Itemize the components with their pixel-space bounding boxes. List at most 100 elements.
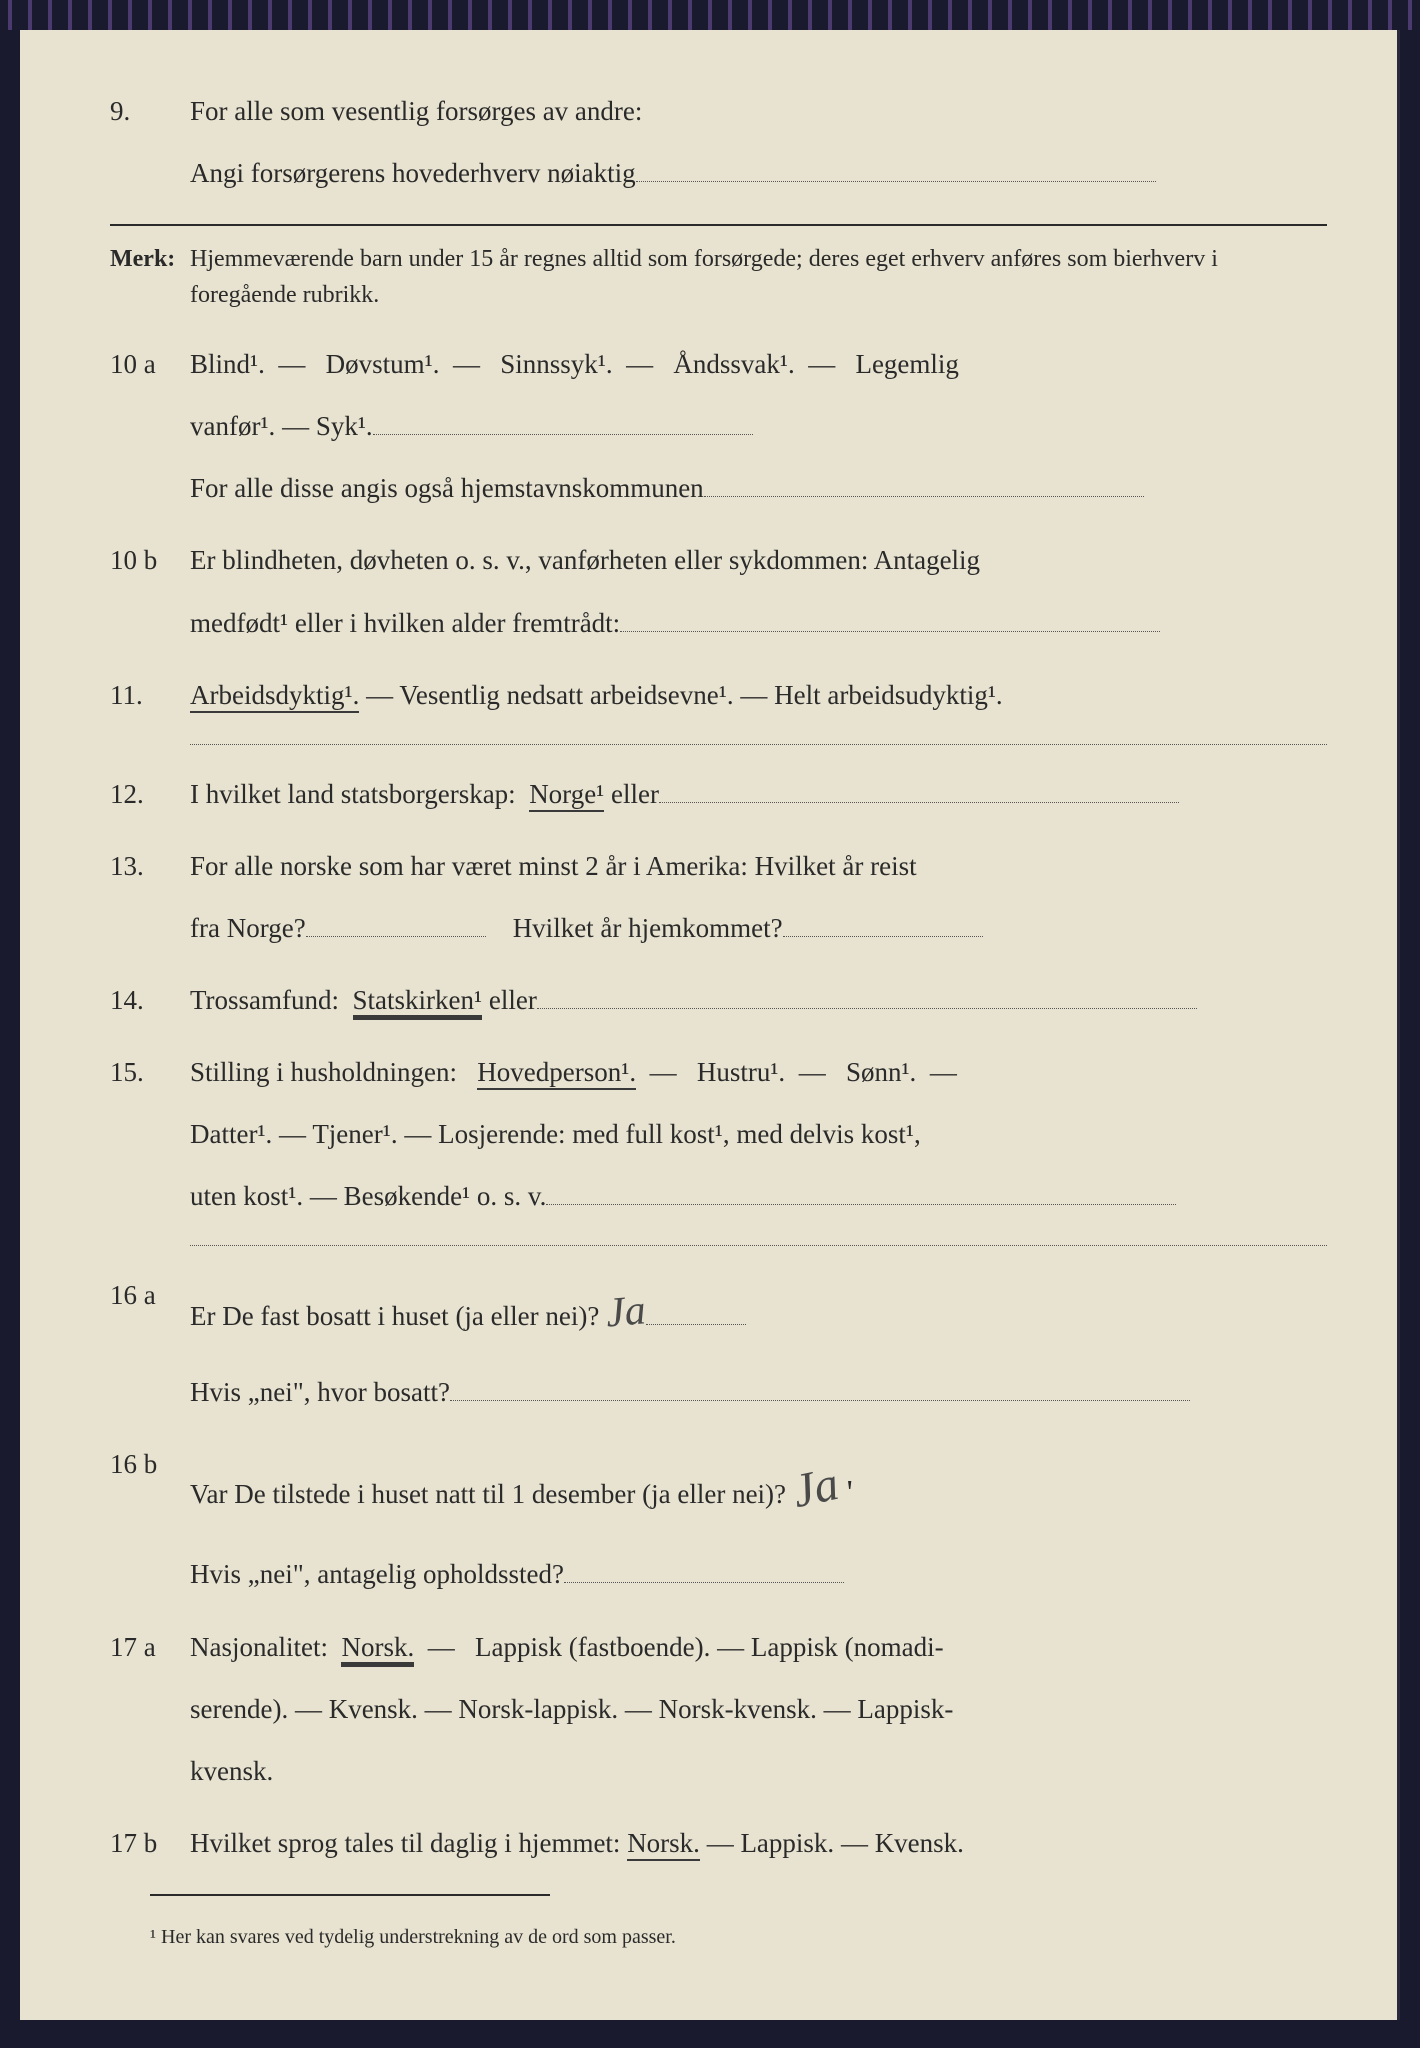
- q10a-opt: Sinnssyk¹.: [500, 349, 612, 379]
- document-page: 9. For alle som vesentlig forsørges av a…: [20, 20, 1400, 2020]
- q13-line1: For alle norske som har været minst 2 år…: [190, 851, 917, 881]
- q16b-number: 16 b: [110, 1433, 190, 1605]
- q17b-answer: Norsk.: [627, 1828, 700, 1861]
- note-merk: Merk: Hjemmeværende barn under 15 år reg…: [110, 241, 1327, 313]
- q12-after: eller: [611, 779, 659, 809]
- question-14: 14. Trossamfund: Statskirken¹ eller: [110, 969, 1327, 1031]
- q15-opt: Sønn¹.: [846, 1057, 916, 1087]
- merk-label: Merk:: [110, 241, 190, 313]
- question-13: 13. For alle norske som har været minst …: [110, 835, 1327, 959]
- q17a-number: 17 a: [110, 1616, 190, 1802]
- q14-answer: Statskirken¹: [353, 985, 483, 1018]
- q10b-line2: medfødt¹ eller i hvilken alder fremtrådt…: [190, 608, 620, 638]
- q13-number: 13.: [110, 835, 190, 959]
- q10a-line2b: Syk¹.: [316, 411, 373, 441]
- q16a-line2: Hvis „nei", hvor bosatt?: [190, 1377, 450, 1407]
- q10a-opt: Legemlig: [855, 349, 958, 379]
- fill-line: [564, 1582, 844, 1583]
- q17a-text: Nasjonalitet:: [190, 1632, 328, 1662]
- fill-line: [659, 802, 1179, 803]
- q10a-content: Blind¹. — Døvstum¹. — Sinnssyk¹. — Åndss…: [190, 333, 1327, 519]
- question-12: 12. I hvilket land statsborgerskap: Norg…: [110, 763, 1327, 825]
- q12-content: I hvilket land statsborgerskap: Norge¹ e…: [190, 763, 1327, 825]
- q16a-content: Er De fast bosatt i huset (ja eller nei)…: [190, 1264, 1327, 1423]
- q10a-line3: For alle disse angis også hjemstavnskomm…: [190, 473, 704, 503]
- q11-answer: Arbeidsdyktig¹.: [190, 680, 359, 713]
- q11-opt3: Helt arbeidsudyktig¹.: [774, 680, 1003, 710]
- footnote-divider: [150, 1894, 550, 1896]
- q14-text: Trossamfund:: [190, 985, 339, 1015]
- fill-line: [620, 631, 1160, 632]
- fill-line: [636, 181, 1156, 182]
- q14-after: eller: [489, 985, 537, 1015]
- q17a-line3: kvensk.: [190, 1756, 273, 1786]
- q15-answer: Hovedperson¹.: [477, 1057, 636, 1090]
- q17b-content: Hvilket sprog tales til daglig i hjemmet…: [190, 1812, 1327, 1874]
- q15-line3: uten kost¹. — Besøkende¹ o. s. v.: [190, 1181, 546, 1211]
- q13-content: For alle norske som har været minst 2 år…: [190, 835, 1327, 959]
- q16a-number: 16 a: [110, 1264, 190, 1423]
- q15-content: Stilling i husholdningen: Hovedperson¹. …: [190, 1041, 1327, 1227]
- q11-number: 11.: [110, 664, 190, 726]
- q10a-opt: Blind¹.: [190, 349, 265, 379]
- merk-text: Hjemmeværende barn under 15 år regnes al…: [190, 241, 1327, 313]
- q12-answer: Norge¹: [529, 779, 604, 812]
- fill-line: [306, 936, 486, 937]
- question-17b: 17 b Hvilket sprog tales til daglig i hj…: [110, 1812, 1327, 1874]
- q17a-answer: Norsk.: [341, 1632, 414, 1665]
- q10a-opt: Døvstum¹.: [326, 349, 440, 379]
- q17b-opt: Lappisk.: [740, 1828, 834, 1858]
- q13-line2b: Hvilket år hjemkommet?: [513, 913, 783, 943]
- q10b-line1: Er blindheten, døvheten o. s. v., vanfør…: [190, 545, 980, 575]
- question-16b: 16 b Var De tilstede i huset natt til 1 …: [110, 1433, 1327, 1605]
- q13-line2a: fra Norge?: [190, 913, 306, 943]
- q17a-content: Nasjonalitet: Norsk. — Lappisk (fastboen…: [190, 1616, 1327, 1802]
- divider: [110, 224, 1327, 226]
- q15-line2: Datter¹. — Tjener¹. — Losjerende: med fu…: [190, 1119, 921, 1149]
- question-15: 15. Stilling i husholdningen: Hovedperso…: [110, 1041, 1327, 1227]
- q10a-opt: Åndssvak¹.: [673, 349, 794, 379]
- question-10a: 10 a Blind¹. — Døvstum¹. — Sinnssyk¹. — …: [110, 333, 1327, 519]
- q10a-line2a: vanfør¹.: [190, 411, 275, 441]
- q17a-rest1: Lappisk (fastboende). — Lappisk (nomadi-: [475, 1632, 944, 1662]
- q16b-handwritten-answer: Ja: [782, 1430, 849, 1547]
- q16a-line1: Er De fast bosatt i huset (ja eller nei)…: [190, 1301, 599, 1331]
- dotted-divider: [190, 744, 1327, 745]
- q11-content: Arbeidsdyktig¹. — Vesentlig nedsatt arbe…: [190, 664, 1327, 726]
- q11-opt2: Vesentlig nedsatt arbeidsevne¹.: [399, 680, 733, 710]
- q16b-line2: Hvis „nei", antagelig opholdssted?: [190, 1559, 564, 1589]
- footnote: ¹ Her kan svares ved tydelig understrekn…: [150, 1926, 1327, 1949]
- q9-line2: Angi forsørgerens hovederhverv nøiaktig: [190, 158, 636, 188]
- fill-line: [546, 1204, 1176, 1205]
- q14-number: 14.: [110, 969, 190, 1031]
- q15-text: Stilling i husholdningen:: [190, 1057, 457, 1087]
- q17a-line2: serende). — Kvensk. — Norsk-lappisk. — N…: [190, 1694, 953, 1724]
- fill-line: [537, 1008, 1197, 1009]
- q17b-text: Hvilket sprog tales til daglig i hjemmet…: [190, 1828, 620, 1858]
- question-17a: 17 a Nasjonalitet: Norsk. — Lappisk (fas…: [110, 1616, 1327, 1802]
- q10b-content: Er blindheten, døvheten o. s. v., vanfør…: [190, 529, 1327, 653]
- q9-number: 9.: [110, 80, 190, 204]
- q9-content: For alle som vesentlig forsørges av andr…: [190, 80, 1327, 204]
- fill-line: [450, 1400, 1190, 1401]
- q16b-line1: Var De tilstede i huset natt til 1 desem…: [190, 1479, 786, 1509]
- fill-line: [373, 434, 753, 435]
- fill-line: [646, 1324, 746, 1325]
- q14-content: Trossamfund: Statskirken¹ eller: [190, 969, 1327, 1031]
- film-edge-decoration: [0, 0, 1417, 30]
- question-11: 11. Arbeidsdyktig¹. — Vesentlig nedsatt …: [110, 664, 1327, 726]
- question-16a: 16 a Er De fast bosatt i huset (ja eller…: [110, 1264, 1327, 1423]
- q17b-opt: Kvensk.: [875, 1828, 964, 1858]
- q16a-handwritten-answer: Ja: [602, 1263, 650, 1363]
- q10b-number: 10 b: [110, 529, 190, 653]
- q15-opt: Hustru¹.: [697, 1057, 785, 1087]
- q12-text: I hvilket land statsborgerskap:: [190, 779, 516, 809]
- q9-line1: For alle som vesentlig forsørges av andr…: [190, 96, 642, 126]
- fill-line: [704, 496, 1144, 497]
- q10a-number: 10 a: [110, 333, 190, 519]
- question-9: 9. For alle som vesentlig forsørges av a…: [110, 80, 1327, 204]
- q15-number: 15.: [110, 1041, 190, 1227]
- dotted-divider: [190, 1245, 1327, 1246]
- fill-line: [783, 936, 983, 937]
- q16b-content: Var De tilstede i huset natt til 1 desem…: [190, 1433, 1327, 1605]
